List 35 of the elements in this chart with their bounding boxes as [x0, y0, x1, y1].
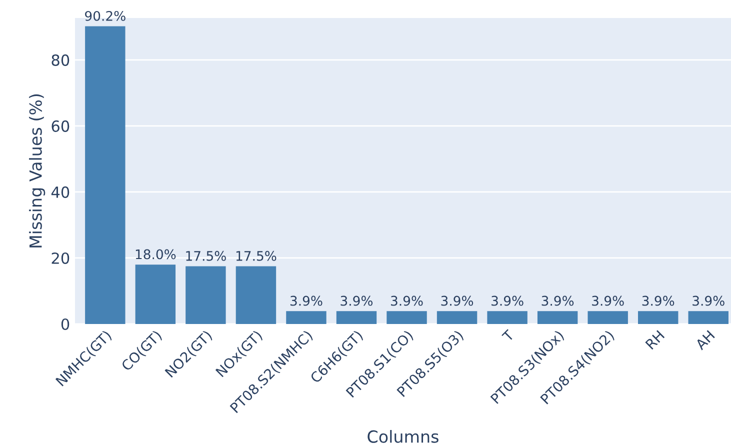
bar — [386, 311, 427, 324]
data-label: 3.9% — [692, 296, 724, 306]
bar — [537, 311, 578, 324]
data-label: 90.2% — [85, 10, 126, 21]
data-label: 3.9% — [492, 296, 524, 306]
bar — [85, 26, 126, 324]
data-label: 3.9% — [642, 296, 674, 306]
x-tick-label: AH — [694, 330, 715, 350]
data-label: 3.9% — [340, 296, 373, 306]
bar — [588, 311, 628, 324]
y-tick-label: 60 — [52, 120, 70, 132]
bar — [286, 311, 326, 324]
bar — [638, 311, 678, 324]
bar — [487, 311, 528, 324]
bar — [436, 311, 478, 324]
bar — [336, 311, 377, 324]
x-axis-title: Columns — [368, 430, 438, 443]
data-label: 17.5% — [236, 250, 276, 261]
data-label: 18.0% — [136, 249, 176, 260]
y-tick-label: 80 — [52, 54, 70, 66]
bar — [236, 266, 276, 324]
y-tick-label: 40 — [51, 186, 70, 198]
bar — [186, 266, 226, 324]
data-label: 3.9% — [441, 296, 474, 306]
data-label: 3.9% — [391, 296, 423, 306]
data-label: 3.9% — [290, 296, 322, 306]
bar — [688, 311, 728, 324]
bar — [135, 264, 176, 324]
y-tick-label: 0 — [61, 318, 70, 330]
x-tick-label: RH — [645, 330, 665, 350]
y-tick-label: 20 — [52, 252, 70, 264]
y-axis-title: Missing Values (%) — [29, 94, 46, 248]
data-label: 17.5% — [186, 250, 226, 261]
data-label: 3.9% — [592, 296, 624, 306]
data-label: 3.9% — [542, 296, 574, 306]
